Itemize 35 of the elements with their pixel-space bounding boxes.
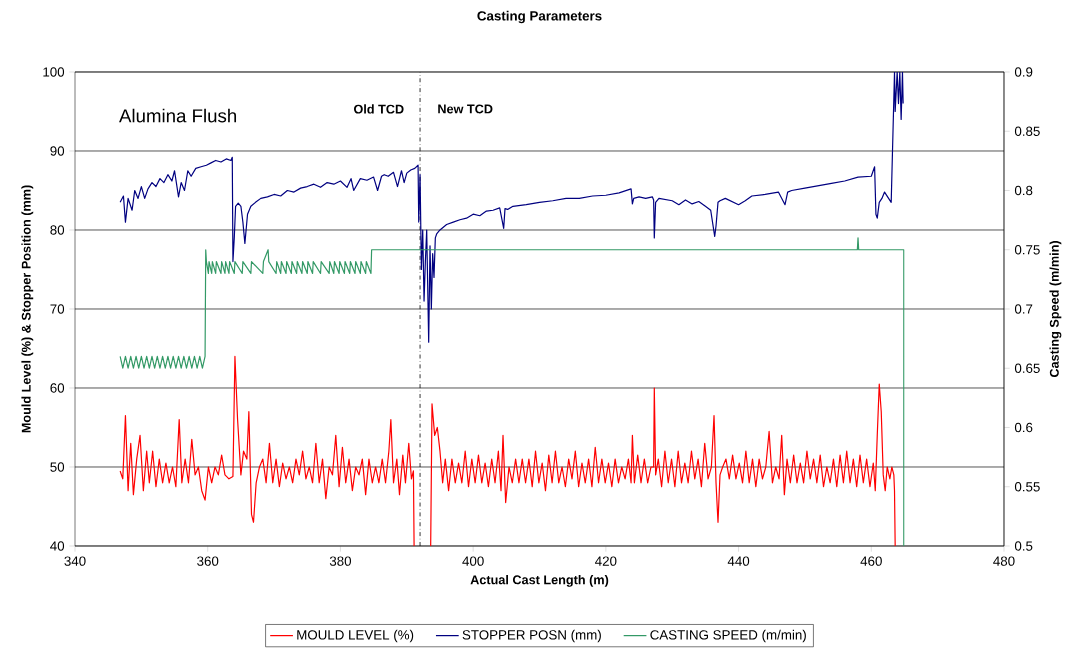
x-tick-label: 400 (462, 556, 484, 566)
y2-tick-label: 0.7 (1014, 304, 1033, 314)
y-tick-label: 80 (50, 225, 65, 235)
y-tick-label: 90 (50, 146, 65, 156)
y2-tick-label: 0.65 (1014, 363, 1040, 373)
y2-tick-label: 0.9 (1014, 67, 1033, 77)
y2-axis-title: Casting Speed (m/min) (1049, 241, 1062, 378)
x-axis-title: Actual Cast Length (m) (470, 574, 609, 587)
y-axis-title: Mould Level (%) & Stopper Position (mm) (21, 185, 34, 433)
y2-tick-label: 0.55 (1014, 482, 1040, 492)
x-tick-label: 460 (860, 556, 882, 566)
y2-tick-label: 0.8 (1014, 185, 1033, 196)
annotation: Old TCD (353, 104, 404, 114)
x-tick-label: 360 (197, 556, 219, 566)
x-tick-label: 340 (64, 556, 86, 566)
chart-title: Casting Parameters (477, 10, 602, 24)
y2-tick-label: 0.75 (1014, 245, 1040, 255)
annotation: New TCD (438, 104, 493, 114)
x-tick-label: 420 (595, 556, 617, 566)
legend-label: CASTING SPEED (m/min) (650, 629, 806, 643)
y2-tick-label: 0.85 (1014, 126, 1040, 136)
y2-tick-label: 0.6 (1014, 422, 1033, 433)
x-tick-label: 480 (993, 556, 1015, 566)
x-tick-label: 440 (727, 556, 750, 566)
annotation: Alumina Flush (119, 108, 237, 123)
y2-tick-label: 0.5 (1014, 541, 1033, 551)
legend-label: STOPPER POSN (mm) (462, 629, 601, 643)
y-tick-label: 70 (50, 304, 65, 314)
legend-label: MOULD LEVEL (%) (297, 629, 414, 643)
y-tick-label: 50 (50, 462, 65, 472)
y-tick-label: 100 (43, 67, 65, 77)
x-tick-label: 380 (329, 556, 352, 566)
line-series (119, 237, 905, 546)
y-tick-label: 60 (50, 383, 65, 393)
y-tick-label: 40 (50, 541, 65, 551)
